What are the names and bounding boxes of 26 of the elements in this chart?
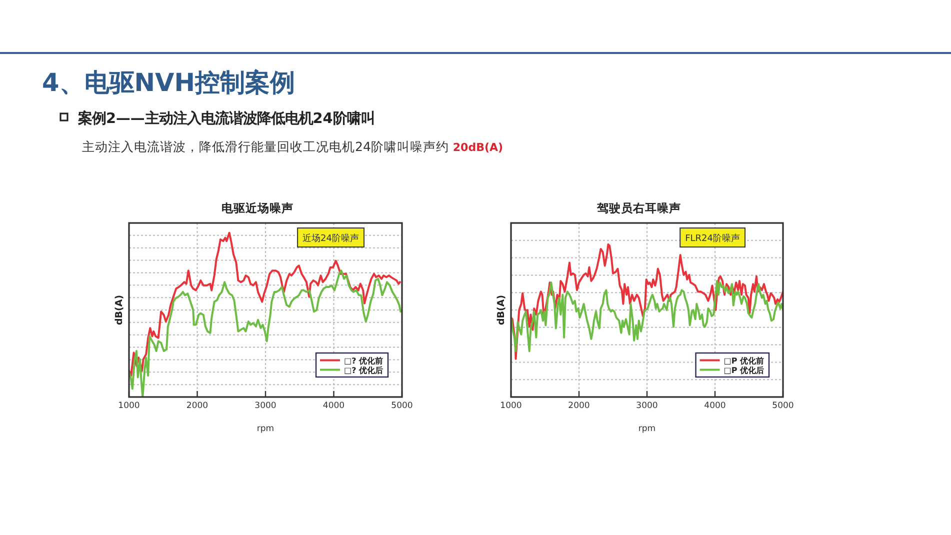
y-axis-title: dB(A) <box>114 294 125 326</box>
x-tick-label: 3000 <box>636 401 658 411</box>
x-tick-label: 4000 <box>322 401 345 411</box>
y-axis-title: dB(A) <box>496 294 507 326</box>
x-axis-title: rpm <box>256 424 274 434</box>
text: 主动注入电流谐波，降低滑行能量回收工况电机24阶啸叫噪声约 <box>82 139 449 154</box>
chart-title: 电驱近场噪声 <box>222 201 294 215</box>
legend-label: □? 优化后 <box>344 366 383 375</box>
text: 20dB(A) <box>452 141 504 154</box>
chart-title: 驾驶员右耳噪声 <box>596 201 681 215</box>
x-tick-label: 3000 <box>254 401 276 411</box>
text: FLR24阶噪声 <box>685 233 740 244</box>
x-tick-label: 2000 <box>568 401 590 411</box>
legend-label: □P 优化后 <box>724 366 764 375</box>
x-tick-label: 5000 <box>772 401 794 411</box>
x-tick-label: 2000 <box>186 401 208 411</box>
x-tick-label: 1000 <box>500 401 522 411</box>
text: 4、电驱NVH控制案例 <box>42 68 295 97</box>
x-tick-label: 5000 <box>391 401 413 411</box>
text: 案例2——主动注入电流谐波降低电机24阶啸叫 <box>77 110 375 127</box>
x-tick-label: 1000 <box>118 401 140 411</box>
x-tick-label: 4000 <box>704 401 726 411</box>
x-axis-title: rpm <box>638 424 656 434</box>
legend-label: □P 优化前 <box>724 356 764 366</box>
legend-label: □? 优化前 <box>344 356 383 366</box>
annotation: 近场24阶噪声 <box>302 233 359 244</box>
